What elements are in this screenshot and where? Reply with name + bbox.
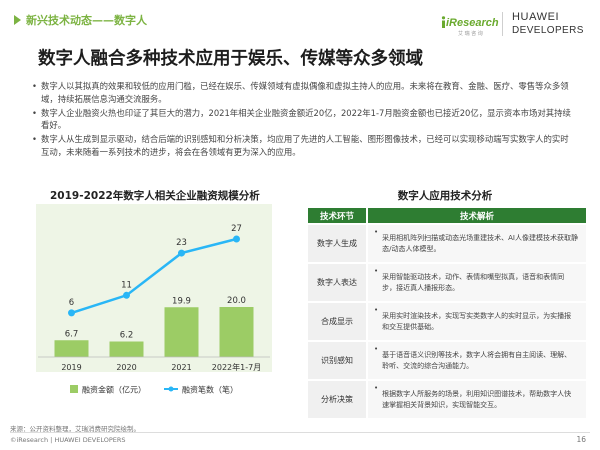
table-cell-desc: • 采用相机阵列扫描或动态光场重建技术、AI人像建模技术获取静态/动态人体模型。: [368, 225, 586, 262]
chart-title: 2019-2022年数字人相关企业融资规模分析: [50, 190, 260, 202]
bullet-dot-icon: •: [32, 81, 37, 91]
table-row: 分析决策 • 根据数字人所服务的场景，利用知识图谱技术，帮助数字人快速掌握相关背景…: [308, 381, 586, 418]
x-tick-label-3: 2022年1-7月: [212, 362, 261, 372]
table-cell-desc: • 采用实时渲染技术，实现写实类数字人的实时显示，为实播报和交互提供基础。: [368, 303, 586, 340]
table-cell-desc: • 根据数字人所服务的场景，利用知识图谱技术，帮助数字人快速掌握相关背景知识，实现…: [368, 381, 586, 418]
table-cell-stage: 合成显示: [308, 303, 366, 340]
table-cell-stage: 数字人表达: [308, 264, 366, 301]
table-cell-desc-text: 采用智能驱动技术，动作、表情和嘴型拟真，语音和表情同步，接近真人播报形态。: [382, 273, 565, 292]
table-cell-desc: • 采用智能驱动技术，动作、表情和嘴型拟真，语音和表情同步，接近真人播报形态。: [368, 264, 586, 301]
line-label-0: 6: [69, 298, 74, 308]
x-tick-label-1: 2020: [116, 363, 136, 372]
line-label-3: 27: [231, 224, 242, 234]
bar-label-0: 6.7: [65, 329, 79, 339]
bar-funding-2: [164, 307, 199, 357]
table-cell-stage: 识别感知: [308, 342, 366, 379]
footer-divider: [10, 432, 590, 433]
bullet-dot-icon: •: [374, 345, 379, 353]
line-point-3: [233, 235, 240, 243]
bar-label-3: 20.0: [227, 296, 246, 306]
table-title: 数字人应用技术分析: [397, 190, 493, 202]
table-cell-desc-text: 采用实时渲染技术，实现写实类数字人的实时显示，为实播报和交互提供基础。: [382, 312, 572, 331]
legend-line-label: 融资笔数（笔）: [182, 385, 238, 395]
bullet-dot-icon: •: [374, 384, 379, 392]
logo-divider: [502, 12, 503, 36]
table-cell-desc-text: 采用相机阵列扫描或动态光场重建技术、AI人像建模技术获取静态/动态人体模型。: [382, 234, 578, 253]
table-row: 数字人表达 • 采用智能驱动技术，动作、表情和嘴型拟真，语音和表情同步，接近真人播…: [308, 264, 586, 301]
legend-bar-swatch: [70, 385, 78, 393]
line-point-0: [68, 309, 75, 317]
iresearch-sub: 艾 瑞 咨 询: [458, 31, 483, 37]
tech-table: 技术环节 技术解析 数字人生成 • 采用相机阵列扫描或动态光场重建技术、AI人像建…: [308, 208, 586, 418]
table-row: 合成显示 • 采用实时渲染技术，实现写实类数字人的实时显示，为实播报和交互提供基础…: [308, 303, 586, 340]
table-cell-stage: 分析决策: [308, 381, 366, 418]
table-row: 识别感知 • 基于语音语义识别等技术，数字人将会拥有自主阅读、理解、聆听、交流的综…: [308, 342, 586, 379]
bar-funding-1: [109, 341, 144, 357]
page-title: 数字人融合多种技术应用于娱乐、传媒等众多领域: [38, 49, 423, 69]
line-point-1: [123, 291, 130, 299]
funding-chart-svg: 6.7 2019 6.2 2020 19.9 2021 20.0 2022年1-7月 6 11 23…: [36, 204, 272, 395]
table-header-stage: 技术环节: [308, 208, 366, 223]
bar-funding-0: [54, 340, 89, 357]
bar-funding-3: [219, 307, 254, 357]
funding-chart: 6.7 2019 6.2 2020 19.9 2021 20.0 2022年1-7月 6 11 23…: [36, 204, 272, 404]
table-header-row: 技术环节 技术解析: [308, 208, 586, 223]
huawei-logo-line2: DEVELOPERS: [512, 25, 584, 36]
table-header-analysis: 技术解析: [368, 208, 586, 223]
bullet-list: • 数字人以其拟真的效果和较低的应用门槛，已经在娱乐、传媒领域有虚拟偶像和虚拟主…: [32, 80, 572, 160]
table-row: 数字人生成 • 采用相机阵列扫描或动态光场重建技术、AI人像建模技术获取静态/动态…: [308, 225, 586, 262]
page-number: 16: [576, 435, 586, 444]
line-point-2: [178, 249, 185, 257]
legend-bar-label: 融资金额（亿元）: [82, 385, 146, 395]
chevron-right-icon: [14, 15, 21, 25]
line-deal-count: [71, 237, 237, 315]
bullet-item: • 数字人企业融资火热也印证了其巨大的潜力，2021年相关企业融资金额近20亿，…: [32, 107, 572, 133]
bullet-dot-icon: •: [374, 306, 379, 314]
bullet-item: • 数字人以其拟真的效果和较低的应用门槛，已经在娱乐、传媒领域有虚拟偶像和虚拟主…: [32, 80, 572, 106]
table-cell-desc-text: 基于语音语义识别等技术，数字人将会拥有自主阅读、理解、聆听、交流的综合沟通能力。: [382, 351, 572, 370]
source-note: 来源：公开资料整理，艾瑞消费研究院绘制。: [10, 425, 140, 433]
section-tag-text: 新兴技术动态——数字人: [26, 14, 147, 27]
bullet-dot-icon: •: [32, 134, 37, 145]
table-cell-desc: • 基于语音语义识别等技术，数字人将会拥有自主阅读、理解、聆听、交流的综合沟通能力…: [368, 342, 586, 379]
table-cell-desc-text: 根据数字人所服务的场景，利用知识图谱技术，帮助数字人快速掌握相关背景知识，实现智…: [382, 390, 572, 409]
bullet-item: • 数字人从生成到显示驱动，结合后端的识别感知和分析决策，均应用了先进的人工智能…: [32, 133, 572, 159]
x-tick-label-2: 2021: [171, 363, 191, 372]
bullet-dot-icon: •: [374, 228, 379, 236]
iresearch-name: iResearch: [446, 17, 499, 29]
iresearch-i-icon: [441, 16, 446, 28]
section-tag: 新兴技术动态——数字人: [14, 12, 147, 28]
bullet-dot-icon: •: [374, 267, 379, 275]
bullet-text: 数字人从生成到显示驱动，结合后端的识别感知和分析决策，均应用了先进的人工智能、图…: [41, 134, 569, 157]
bullet-text: 数字人以其拟真的效果和较低的应用门槛，已经在娱乐、传媒领域有虚拟偶像和虚拟主持人…: [41, 81, 569, 104]
bar-label-1: 6.2: [120, 331, 134, 341]
bullet-dot-icon: •: [32, 107, 37, 118]
line-label-1: 11: [121, 280, 132, 290]
huawei-logo-line1: HUAWEI: [512, 11, 560, 23]
iresearch-logo: iResearch 艾 瑞 咨 询: [440, 10, 500, 38]
bar-label-2: 19.9: [172, 296, 191, 306]
line-label-2: 23: [176, 238, 187, 248]
copyright: ©iResearch | HUAWEI DEVELOPERS: [10, 436, 126, 444]
bullet-text: 数字人企业融资火热也印证了其巨大的潜力，2021年相关企业融资金额近20亿，20…: [41, 107, 571, 131]
table-cell-stage: 数字人生成: [308, 225, 366, 262]
legend-line-marker: [168, 386, 174, 392]
x-tick-label-0: 2019: [61, 363, 81, 372]
